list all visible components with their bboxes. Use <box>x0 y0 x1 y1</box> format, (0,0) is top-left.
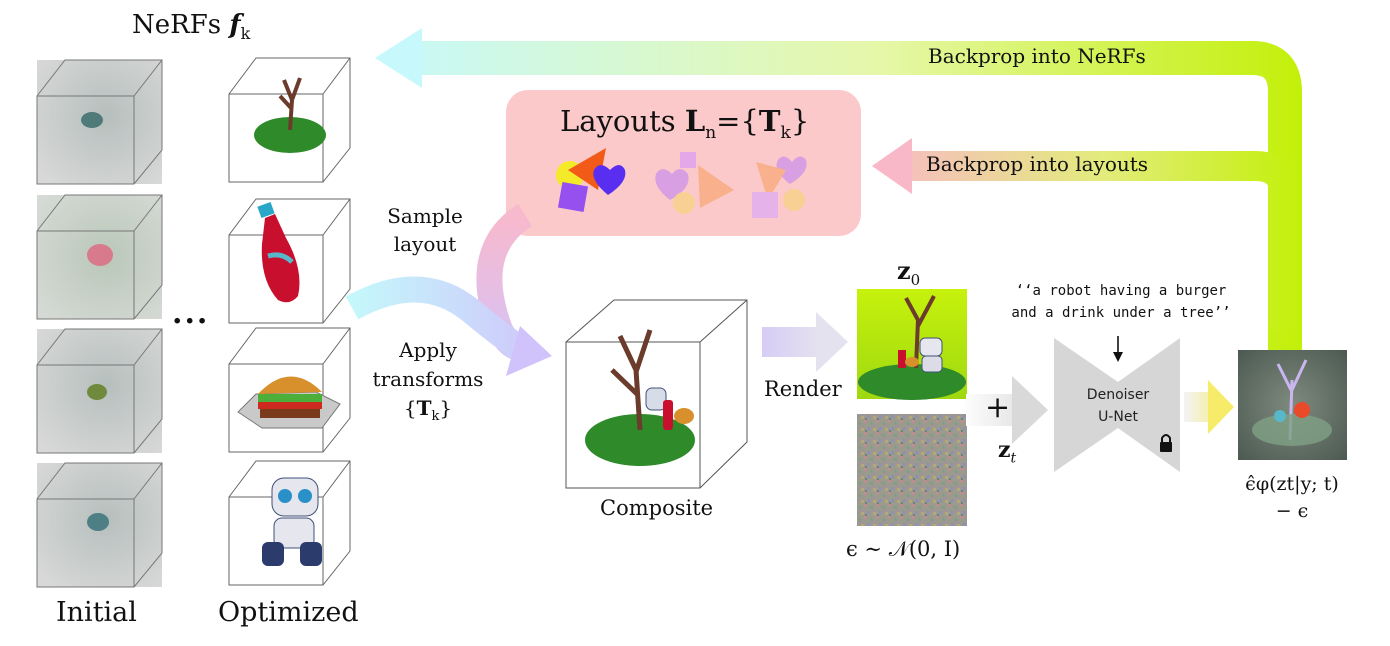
nerfs-title-text: NeRFs <box>132 10 222 40</box>
z0-symbol: z <box>897 256 911 285</box>
nerfs-title: NeRFs fk <box>132 10 250 43</box>
backprop-nerfs-label: Backprop into NeRFs <box>928 44 1146 68</box>
output-image <box>1238 350 1347 460</box>
initial-nerf-2 <box>36 194 163 320</box>
apply-line3-t: T <box>416 396 432 420</box>
sample-layout-line2: layout <box>393 232 457 256</box>
initial-nerf-1 <box>36 59 163 185</box>
optimized-tree <box>228 57 351 183</box>
backprop-layouts-label: Backprop into layouts <box>926 152 1149 176</box>
optimized-burger <box>228 327 351 453</box>
layouts-box <box>506 90 861 236</box>
z0-sub: 0 <box>910 270 921 289</box>
sample-layout-line1: Sample <box>387 204 463 228</box>
prompt-line2: and a drink under a tree’’ <box>1011 305 1231 321</box>
denoiser-line1: Denoiser <box>1086 387 1150 403</box>
nerfs-title-symbol: f <box>229 10 241 40</box>
backprop-layouts-arrow <box>872 138 1300 330</box>
layouts-formula-t-sub: k <box>780 122 791 143</box>
prompt-down-arrow <box>1113 336 1123 362</box>
composite-scene <box>565 299 748 489</box>
sample-layout-label: Sample layout <box>370 202 480 258</box>
noise-image <box>857 414 967 526</box>
layout-shapes-2 <box>655 152 734 214</box>
prompt-text: ‘‘a robot having a burger and a drink un… <box>990 280 1252 324</box>
layouts-formula-eq: ={ <box>716 104 759 138</box>
initial-nerf-column <box>36 59 163 588</box>
to-output-arrow <box>1184 380 1234 434</box>
ellipsis: ... <box>172 296 210 331</box>
prompt-line1: ‘‘a robot having a burger <box>1015 283 1227 299</box>
composite-label: Composite <box>600 496 714 520</box>
plus-sign: + <box>985 390 1011 425</box>
initial-label: Initial <box>56 597 137 628</box>
z0-image <box>857 289 967 400</box>
layout-shapes-1 <box>556 148 626 213</box>
apply-transforms-label: Apply transforms {Tk} <box>358 336 498 431</box>
layouts-title: Layouts Ln={Tk} <box>560 104 809 143</box>
apply-line3-sub: k <box>431 409 440 424</box>
noise-label: ϵ ∼ 𝒩(0, I) <box>846 537 961 561</box>
apply-line3: {Tk} <box>358 394 498 431</box>
render-label: Render <box>764 377 842 401</box>
output-line2: − ϵ <box>1275 500 1309 522</box>
layouts-formula-sub: n <box>705 122 717 143</box>
denoiser-line2: U-Net <box>1098 409 1138 425</box>
to-denoiser-arrow <box>966 376 1048 444</box>
layout-shapes-3 <box>752 156 807 218</box>
optimized-bottle <box>228 198 351 324</box>
lock-icon <box>1160 434 1172 452</box>
optimized-robot <box>228 460 351 586</box>
initial-nerf-3 <box>36 328 163 454</box>
layouts-formula-symbol: L <box>684 104 706 138</box>
apply-line1: Apply <box>399 338 457 362</box>
render-arrow <box>762 312 848 372</box>
apply-transforms-arrow <box>345 276 552 376</box>
layouts-formula-close: } <box>790 104 810 138</box>
output-label: ϵ̂φ(zt|y; t) − ϵ <box>1222 471 1362 525</box>
output-line1: ϵ̂φ(zt|y; t) <box>1245 473 1339 495</box>
zt-symbol: z <box>998 437 1011 463</box>
nerfs-title-sub: k <box>240 24 251 44</box>
optimized-label: Optimized <box>218 597 359 628</box>
layouts-formula-t: T <box>758 104 781 138</box>
initial-nerf-4 <box>36 462 163 588</box>
apply-line2: transforms <box>372 367 484 391</box>
zt-label: zt <box>998 437 1016 466</box>
z0-label: z0 <box>897 256 920 289</box>
denoiser-label: Denoiser U-Net <box>1068 384 1168 428</box>
denoiser-unet <box>1054 338 1180 472</box>
apply-line3-open: { <box>403 396 417 420</box>
zt-sub: t <box>1010 450 1017 467</box>
backprop-nerfs-arrow <box>375 28 1302 355</box>
layouts-title-text: Layouts <box>560 104 676 138</box>
apply-line3-close: } <box>439 396 453 420</box>
optimized-nerf-column <box>228 57 351 586</box>
